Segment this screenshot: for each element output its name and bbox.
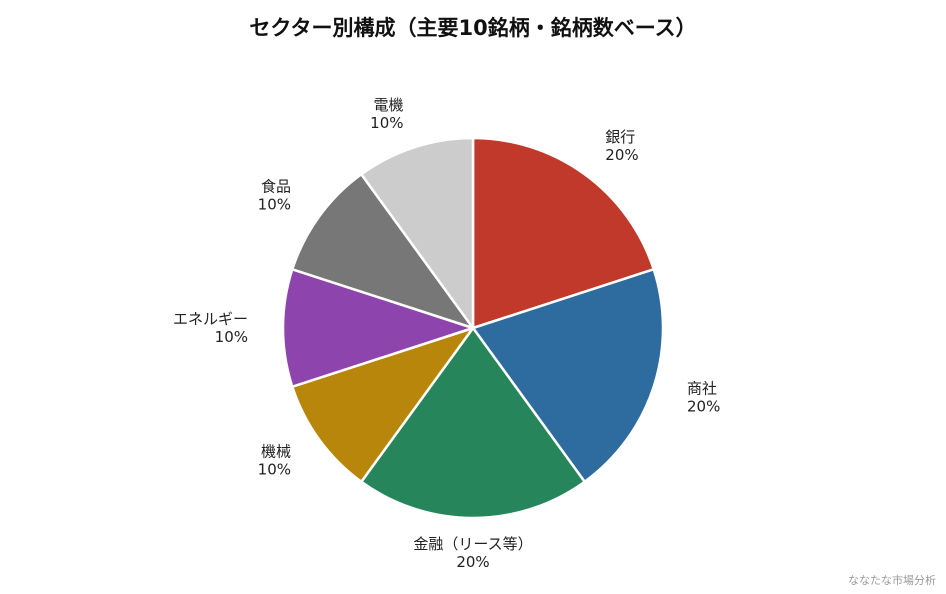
pie-label-name-4: エネルギー bbox=[173, 310, 248, 328]
pie-slice-1 bbox=[471, 268, 665, 483]
pie-label-2: 金融（リース等） 20% bbox=[413, 535, 532, 571]
pie-slices bbox=[281, 136, 665, 520]
watermark: ななたな市場分析 bbox=[848, 574, 936, 587]
pie-label-5: 食品 10% bbox=[258, 178, 291, 214]
pie-label-value-2: 20% bbox=[456, 553, 489, 571]
pie-label-name-3: 機械 bbox=[261, 442, 291, 460]
pie-label-name-6: 電機 bbox=[373, 96, 403, 114]
pie-label-value-3: 10% bbox=[258, 460, 291, 478]
pie-slice-6 bbox=[360, 136, 475, 330]
pie-label-0: 銀行 20% bbox=[605, 128, 638, 164]
pie-label-name-2: 金融（リース等） bbox=[413, 535, 532, 553]
pie-slice-3 bbox=[291, 326, 475, 483]
pie-slice-4 bbox=[281, 268, 475, 388]
pie-label-value-6: 10% bbox=[370, 114, 403, 132]
pie-label-1: 商社 20% bbox=[687, 380, 720, 416]
pie-slice-5 bbox=[291, 173, 475, 330]
pie-label-value-1: 20% bbox=[687, 398, 720, 416]
pie-label-3: 機械 10% bbox=[258, 442, 291, 478]
pie-label-value-0: 20% bbox=[605, 146, 638, 164]
pie-slice-0 bbox=[471, 136, 655, 330]
pie-labels: 銀行 20%商社 20%金融（リース等） 20%機械 10%エネルギー 10%食品 10%電… bbox=[173, 96, 720, 571]
pie-label-value-4: 10% bbox=[215, 328, 248, 346]
pie-label-value-5: 10% bbox=[258, 196, 291, 214]
chart-title: セクター別構成（主要10銘柄・銘柄数ベース） bbox=[249, 16, 697, 40]
pie-label-name-1: 商社 bbox=[687, 380, 717, 398]
pie-label-name-0: 銀行 bbox=[605, 128, 635, 146]
pie-label-name-5: 食品 bbox=[261, 178, 291, 196]
pie-slice-2 bbox=[360, 326, 586, 520]
pie-label-6: 電機 10% bbox=[370, 96, 403, 132]
pie-label-4: エネルギー 10% bbox=[173, 310, 248, 346]
